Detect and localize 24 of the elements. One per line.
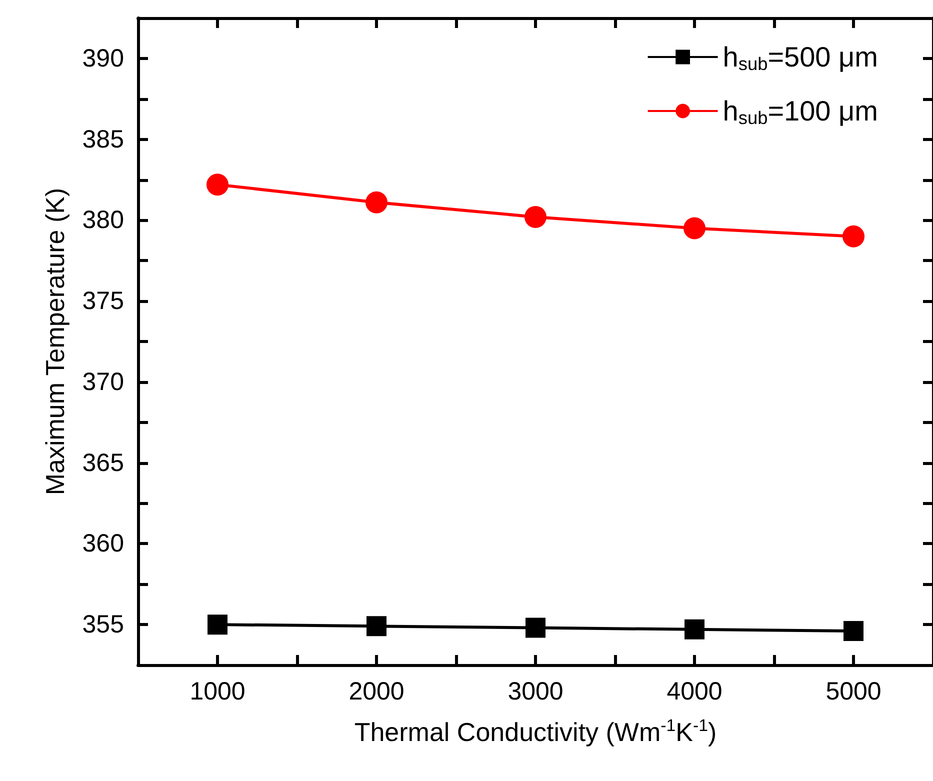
point [208, 614, 228, 635]
point [206, 174, 228, 196]
x-tick-label: 3000 [508, 678, 564, 706]
x-tick-label: 1000 [190, 678, 246, 706]
point [366, 191, 388, 214]
point [526, 618, 546, 638]
x-tick-label: 5000 [826, 678, 882, 706]
point [684, 619, 704, 640]
point [844, 621, 864, 642]
y-axis-title: Maximum Temperature (K) [40, 188, 70, 496]
x-tick-label: 4000 [666, 678, 722, 706]
y-tick-label: 355 [82, 610, 124, 639]
y-tick-label: 370 [82, 368, 124, 396]
point [842, 225, 864, 248]
y-tick-label: 385 [82, 125, 124, 154]
y-tick-label: 380 [82, 206, 124, 234]
y-tick-label: 360 [82, 530, 124, 558]
x-tick-label: 2000 [348, 678, 404, 706]
y-tick-label: 365 [82, 448, 124, 477]
point [524, 206, 546, 228]
y-tick-label: 390 [82, 44, 124, 72]
point [684, 217, 706, 240]
y-tick-label: 375 [82, 287, 124, 316]
point [366, 616, 386, 636]
